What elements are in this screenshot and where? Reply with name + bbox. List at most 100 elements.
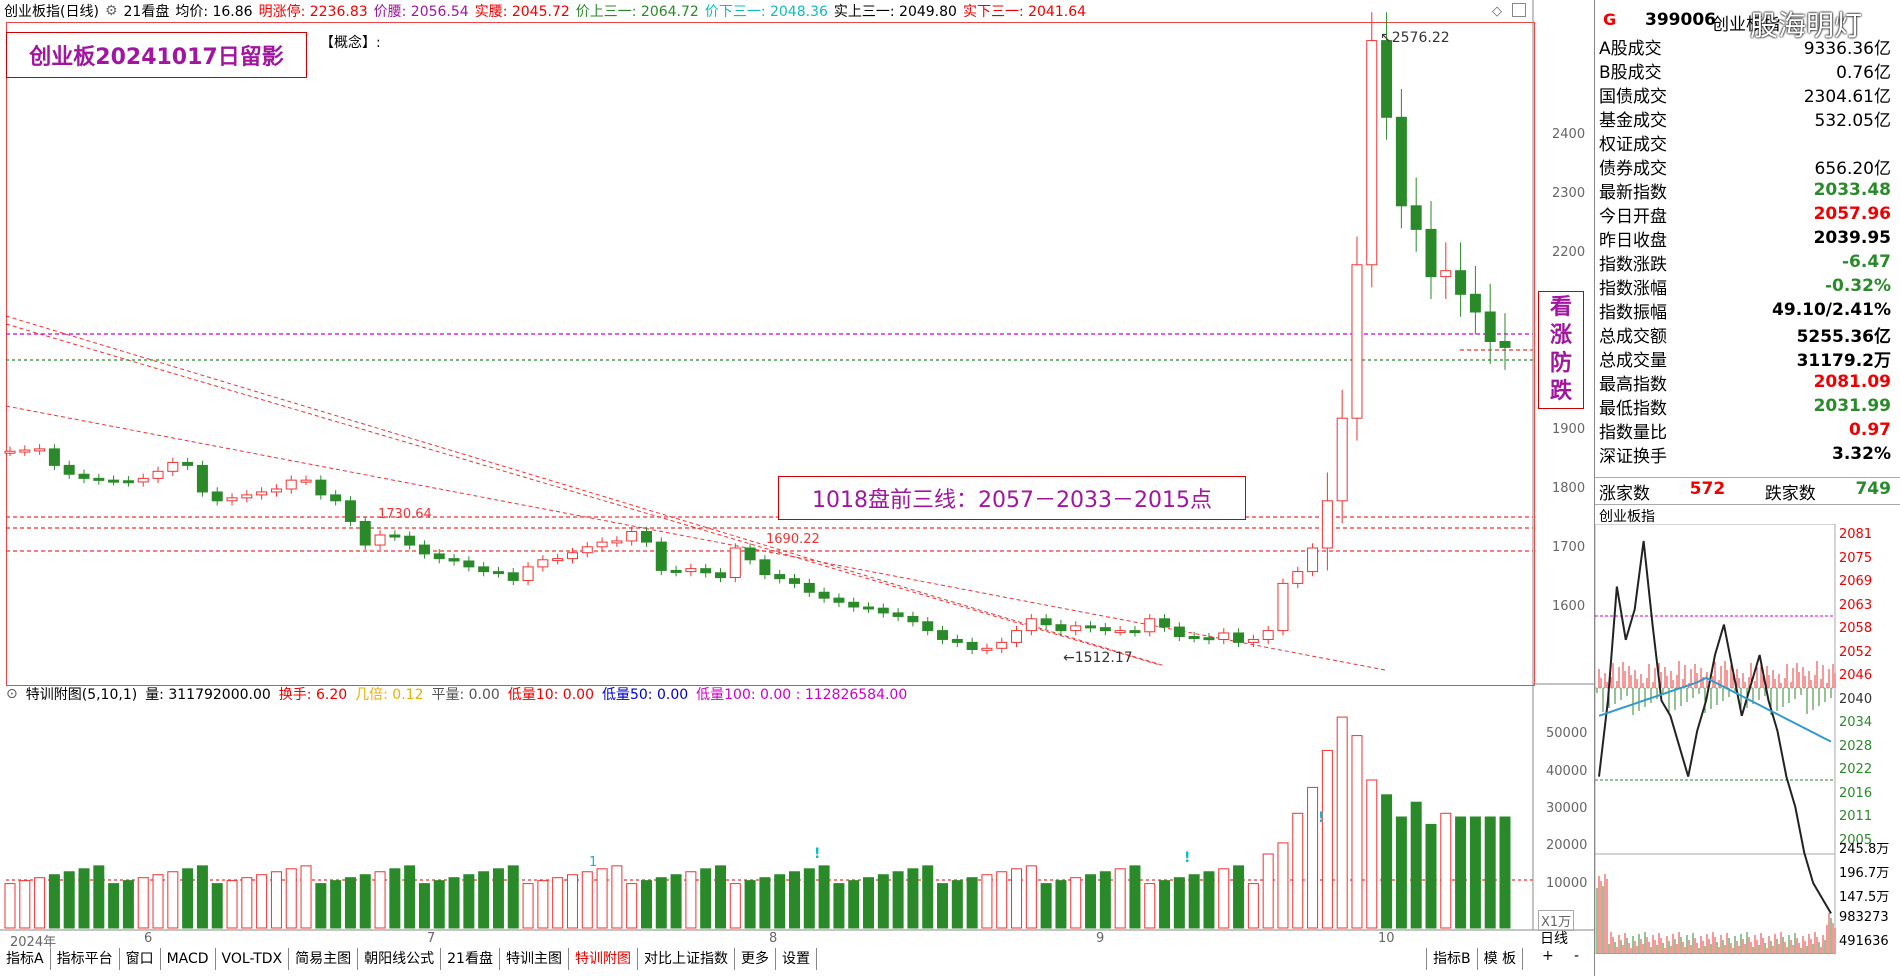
maximize-icon[interactable]	[1512, 3, 1526, 17]
intraday-tick: 2052	[1839, 644, 1873, 660]
tab-9[interactable]: 特训附图	[569, 948, 638, 970]
tab-10[interactable]: 对比上证指数	[638, 948, 735, 970]
intraday-tick: 2011	[1839, 809, 1873, 824]
intraday-volume-bars	[1596, 661, 1836, 954]
outlook-char-1: 看	[1549, 295, 1572, 320]
candle-body	[877, 607, 889, 614]
volume-bar	[789, 871, 801, 929]
volume-bar	[1188, 874, 1200, 929]
quote-label: 指数振幅	[1599, 302, 1667, 323]
volume-bar	[581, 871, 593, 929]
candle-body	[315, 479, 327, 496]
volume-bar	[537, 880, 549, 929]
volume-bar	[1011, 868, 1023, 929]
volume-bar	[182, 868, 194, 929]
diamond-icon[interactable]: ◇	[1492, 4, 1502, 19]
collapse-icon[interactable]: ⊙	[6, 686, 18, 702]
quote-row: 总成交量 31179.2万	[1595, 346, 1891, 371]
date-tick-9: 9	[1096, 931, 1105, 946]
quote-row: 债券成交 656.20亿	[1595, 154, 1891, 179]
breadth-row: 涨家数 572 跌家数 749	[1599, 479, 1891, 504]
level-lines	[6, 333, 1533, 881]
volume-bar	[19, 880, 31, 929]
tab-6[interactable]: 朝阳线公式	[358, 948, 442, 970]
quote-value: -0.32%	[1824, 276, 1891, 296]
candle-body	[714, 572, 726, 579]
vol-marker-4: !	[1318, 810, 1325, 826]
candle-body	[1055, 624, 1067, 632]
intraday-tick: 2034	[1839, 715, 1873, 730]
date-tick-2024: 2024年	[10, 935, 57, 950]
quote-label: 今日开盘	[1599, 206, 1667, 227]
candle-body	[1307, 547, 1319, 573]
tab-8[interactable]: 特训主图	[500, 948, 569, 970]
bottom-right-tabs: 指标B 模 板	[1426, 948, 1524, 970]
volume-bar	[1055, 880, 1067, 929]
candle-body	[937, 630, 949, 640]
zoom-out-button[interactable]: -	[1574, 948, 1580, 964]
period-tab[interactable]: 日线	[1540, 931, 1568, 947]
tab-7[interactable]: 21看盘	[441, 948, 500, 970]
tab-12[interactable]: 设置	[776, 948, 817, 970]
candle-body	[1070, 625, 1082, 632]
intraday-tick: 2040	[1839, 691, 1873, 707]
volume-bar	[640, 880, 652, 929]
quote-label: 权证成交	[1599, 134, 1667, 155]
zoom-in-button[interactable]: +	[1542, 948, 1554, 964]
low-label: ←1512.17	[1063, 650, 1133, 666]
quote-label: A股成交	[1599, 38, 1662, 59]
volume-bar	[4, 883, 16, 929]
intraday-tick: 2028	[1839, 738, 1873, 754]
candle-body	[241, 494, 253, 499]
candle-body	[1366, 40, 1378, 266]
level-label-1730: 1730.64	[378, 507, 432, 522]
quote-row: 最高指数 2081.09	[1595, 370, 1891, 395]
tab-2[interactable]: 窗口	[120, 948, 161, 970]
candle-body	[1025, 618, 1037, 632]
volume-bar	[196, 865, 208, 929]
settings-gear-icon[interactable]: ⚙	[104, 3, 118, 19]
main-chart-area[interactable]	[6, 22, 1535, 686]
tab-5[interactable]: 简易主图	[289, 948, 359, 970]
volume-bar	[1144, 883, 1156, 929]
candle-body	[1336, 417, 1348, 502]
candle-body	[833, 597, 845, 603]
candle-body	[966, 641, 978, 650]
candle-body	[1381, 40, 1393, 118]
candle-body	[1218, 632, 1230, 640]
tab-template[interactable]: 模 板	[1478, 948, 1524, 970]
tab-0[interactable]: 指标A	[0, 948, 51, 970]
candle-body	[537, 559, 549, 568]
candle-body	[1011, 630, 1023, 643]
candle-body	[655, 541, 667, 571]
volume-bar	[1366, 779, 1378, 929]
tab-1[interactable]: 指标平台	[51, 948, 120, 970]
candle-body	[19, 449, 31, 453]
candle-body	[4, 450, 16, 454]
volume-bar	[300, 865, 312, 929]
volume-bar	[330, 880, 342, 929]
candle-body	[122, 480, 134, 484]
candle-body	[389, 534, 401, 538]
sub-flat: 平量: 0.00	[431, 687, 500, 703]
index-code: 399006	[1645, 10, 1716, 30]
up-count: 572	[1689, 479, 1726, 499]
intraday-tick: 2022	[1839, 762, 1873, 777]
tab-11[interactable]: 更多	[735, 948, 776, 970]
candle-body	[1395, 116, 1407, 207]
volume-bar	[433, 880, 445, 929]
intraday-vol-tick: 147.5万	[1839, 890, 1890, 905]
tab-4[interactable]: VOL-TDX	[216, 948, 290, 970]
intraday-vol-tick: 491636	[1839, 934, 1889, 949]
volume-bar	[759, 877, 771, 929]
tab-3[interactable]: MACD	[161, 948, 216, 970]
price-tick-1600: 1600	[1552, 599, 1586, 614]
volume-bar	[966, 877, 978, 929]
volume-bar	[1025, 865, 1037, 929]
tab-indicator-b[interactable]: 指标B	[1426, 948, 1478, 970]
intraday-tick: 2069	[1839, 574, 1873, 589]
quote-value: 2031.99	[1813, 396, 1891, 416]
volume-bar	[1040, 883, 1052, 929]
candle-body	[1292, 571, 1304, 584]
volume-bar	[137, 877, 149, 929]
